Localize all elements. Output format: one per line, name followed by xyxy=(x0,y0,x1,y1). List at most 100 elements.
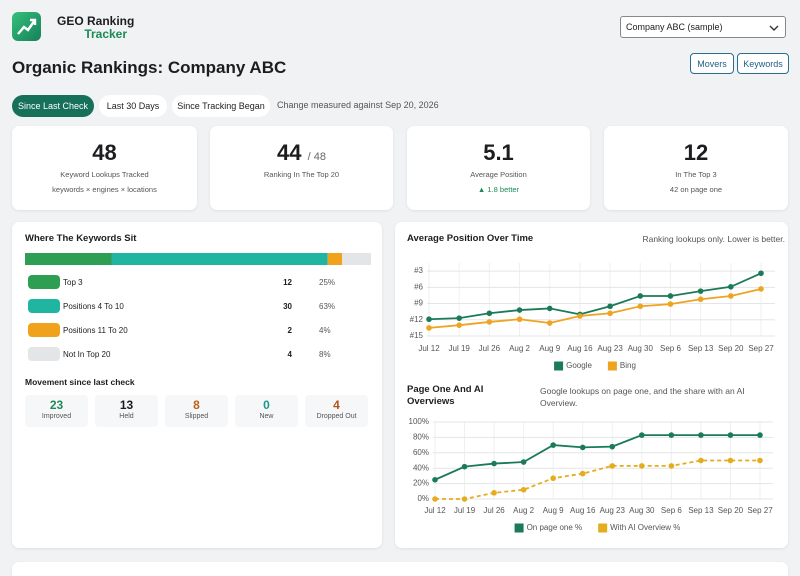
distribution-segment xyxy=(111,253,328,265)
x-tick-label: Aug 16 xyxy=(567,344,593,353)
x-tick-label: Sep 6 xyxy=(661,506,682,515)
legend-swatch xyxy=(28,299,60,313)
stat-value: 5.1 xyxy=(483,140,514,165)
legend-label: Bing xyxy=(620,361,636,370)
keywords-button[interactable]: Keywords xyxy=(737,53,789,74)
y-tick-label: 100% xyxy=(409,417,429,426)
logo-icon xyxy=(12,12,41,41)
data-point xyxy=(486,310,493,317)
tab[interactable]: Since Tracking Began xyxy=(172,95,270,117)
distribution-segment xyxy=(327,253,343,265)
data-point xyxy=(520,459,527,465)
stat-card: 12 In The Top 3 42 on page one xyxy=(604,126,788,210)
row-count: 4 xyxy=(287,350,292,359)
stat-label: In The Top 3 xyxy=(675,170,717,179)
row-share: 63% xyxy=(319,302,336,311)
stat-label: Ranking In The Top 20 xyxy=(263,170,340,179)
stat-card: 44 / 48 Ranking In The Top 20 xyxy=(210,126,393,210)
movement-label: Held xyxy=(119,413,134,420)
data-point xyxy=(516,307,523,313)
tab[interactable]: Last 30 Days xyxy=(99,95,167,117)
data-point xyxy=(727,457,734,464)
x-tick-label: Aug 2 xyxy=(509,344,530,353)
select-caret xyxy=(769,25,779,31)
y-tick-label: 0% xyxy=(417,494,429,503)
data-point xyxy=(698,432,704,438)
data-point xyxy=(637,303,644,310)
series-line xyxy=(435,459,760,500)
row-label: Top 3 xyxy=(63,278,83,287)
data-point xyxy=(491,490,497,496)
data-point xyxy=(757,432,763,438)
data-point xyxy=(516,316,523,323)
stat-suffix: / 48 xyxy=(307,151,326,163)
data-point xyxy=(728,293,734,299)
data-point xyxy=(758,270,764,277)
x-tick-label: Sep 27 xyxy=(748,344,774,353)
data-point xyxy=(639,432,645,438)
x-tick-label: Sep 6 xyxy=(660,344,681,353)
legend-swatch xyxy=(28,275,60,289)
movement-value: 13 xyxy=(119,398,134,412)
data-point xyxy=(550,475,556,482)
movement-box: 0 New xyxy=(235,395,298,427)
stat-value-wrap: 44 / 48 xyxy=(210,140,393,166)
data-point xyxy=(607,303,613,310)
y-tick-label: 40% xyxy=(413,463,429,472)
movement-value: 0 xyxy=(263,398,270,412)
brand-line: Tracker xyxy=(84,27,128,41)
account-select[interactable]: Company ABC (sample) xyxy=(620,16,786,38)
legend-swatch xyxy=(607,361,617,371)
y-tick-label: #3 xyxy=(414,266,423,275)
stat-value: 12 xyxy=(683,140,709,165)
account-select-text: Company ABC (sample) xyxy=(626,22,723,32)
data-point xyxy=(546,305,553,312)
page-title: Organic Rankings: Company ABC xyxy=(12,58,287,77)
movement-label: New xyxy=(259,413,274,420)
row-count: 2 xyxy=(287,326,292,335)
movement-title: Movement since last check xyxy=(25,377,135,387)
movement-value: 4 xyxy=(333,398,340,412)
chart-subtitle: Google lookups on page one, and the shar… xyxy=(540,386,745,408)
legend-swatch xyxy=(28,347,60,361)
data-point xyxy=(491,460,497,467)
legend: On page one % With AI Overview % xyxy=(514,523,680,533)
data-point xyxy=(579,470,586,477)
data-point xyxy=(461,496,468,502)
row-share: 25% xyxy=(319,278,336,287)
x-tick-label: Sep 13 xyxy=(688,506,714,515)
series-line xyxy=(428,288,762,329)
distribution-segment xyxy=(342,253,371,265)
data-point xyxy=(461,463,468,470)
tab-active[interactable]: Since Last Check xyxy=(12,95,94,117)
series-line xyxy=(428,272,762,321)
x-tick-label: Aug 9 xyxy=(539,344,560,353)
chart-subtitle: Ranking lookups only. Lower is better. xyxy=(642,234,785,244)
y-tick-label: 80% xyxy=(413,433,429,442)
stat-detail: 42 on page one xyxy=(669,185,723,194)
data-point xyxy=(432,476,438,483)
x-tick-label: Aug 23 xyxy=(597,344,623,353)
row-label: Not In Top 20 xyxy=(63,350,111,359)
x-tick-label: Jul 26 xyxy=(479,344,501,353)
x-tick-label: Aug 9 xyxy=(543,506,564,515)
chart-title: Average Position Over Time xyxy=(407,233,534,244)
y-tick-label: #6 xyxy=(414,282,423,291)
data-point xyxy=(456,322,462,328)
stat-label: Keyword Lookups Tracked xyxy=(60,170,149,179)
row-count: 30 xyxy=(283,302,292,311)
y-tick-label: 20% xyxy=(413,479,429,488)
brand: GEO Ranking Tracker xyxy=(57,15,134,41)
stat-label: Average Position xyxy=(470,170,527,179)
data-point xyxy=(697,296,704,303)
legend-label: Google xyxy=(566,361,592,370)
movement-label: Dropped Out xyxy=(316,413,357,420)
legend-label: With AI Overview % xyxy=(610,523,680,532)
data-point xyxy=(486,319,493,325)
movement-value: 8 xyxy=(193,398,200,412)
tabs-note: Change measured against Sep 20, 2026 xyxy=(277,100,439,110)
stat-detail: keywords × engines × locations xyxy=(52,185,157,194)
data-point xyxy=(758,286,764,292)
movers-button[interactable]: Movers xyxy=(690,53,734,74)
